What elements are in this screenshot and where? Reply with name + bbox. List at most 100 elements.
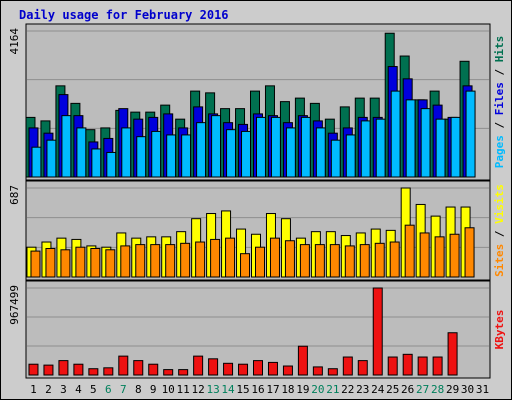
bar-pages-day-25 bbox=[390, 90, 401, 178]
legend-item-visits: Visits bbox=[493, 184, 506, 224]
bar-sites-day-9 bbox=[150, 244, 161, 278]
bar-sites-day-28 bbox=[434, 236, 445, 278]
day-label-15: 15 bbox=[236, 383, 249, 396]
legend-item-pages: Pages bbox=[493, 135, 506, 168]
bar-pages-day-28 bbox=[435, 118, 446, 178]
bar-sites-day-7 bbox=[120, 245, 131, 278]
bar-kbytes-day-11 bbox=[178, 369, 189, 376]
bar-pages-day-8 bbox=[136, 136, 147, 178]
bar-kbytes-day-6 bbox=[103, 367, 114, 376]
legend-kbytes: KBytes bbox=[493, 310, 506, 350]
bar-sites-day-2 bbox=[45, 248, 56, 278]
bar-pages-day-15 bbox=[241, 130, 252, 178]
bar-sites-day-16 bbox=[255, 246, 265, 278]
bar-sites-day-12 bbox=[195, 241, 206, 278]
bar-pages-day-18 bbox=[285, 127, 296, 178]
bar-sites-day-30 bbox=[464, 227, 475, 278]
bar-sites-day-15 bbox=[240, 253, 251, 278]
day-label-14: 14 bbox=[221, 383, 235, 396]
bar-pages-day-7 bbox=[121, 127, 132, 178]
bar-sites-day-21 bbox=[329, 244, 340, 278]
bar-kbytes-day-15 bbox=[238, 363, 249, 376]
bar-sites-day-22 bbox=[344, 245, 355, 278]
bar-sites-day-17 bbox=[269, 237, 280, 278]
day-label-31: 31 bbox=[476, 383, 489, 396]
bar-pages-day-10 bbox=[166, 134, 177, 178]
bar-pages-day-13 bbox=[211, 115, 222, 178]
bar-kbytes-day-29 bbox=[447, 332, 458, 376]
bar-pages-day-24 bbox=[375, 118, 386, 178]
bar-kbytes-day-26 bbox=[402, 353, 413, 376]
bar-kbytes-day-23 bbox=[357, 360, 368, 376]
bar-sites-day-3 bbox=[60, 249, 71, 278]
bar-pages-day-17 bbox=[270, 116, 281, 178]
day-label-13: 13 bbox=[206, 383, 219, 396]
bar-sites-day-18 bbox=[284, 240, 295, 278]
bar-kbytes-day-4 bbox=[73, 363, 84, 376]
bar-pages-day-1 bbox=[31, 146, 42, 178]
bar-kbytes-day-24 bbox=[372, 287, 383, 376]
bar-pages-day-9 bbox=[151, 130, 162, 178]
legend-separator: / bbox=[493, 62, 506, 82]
day-label-3: 3 bbox=[60, 383, 67, 396]
bar-pages-day-19 bbox=[300, 116, 311, 178]
bar-kbytes-day-28 bbox=[432, 356, 443, 376]
bar-kbytes-day-20 bbox=[312, 366, 323, 376]
bar-sites-day-11 bbox=[180, 242, 191, 278]
day-label-1: 1 bbox=[30, 383, 37, 396]
day-label-5: 5 bbox=[90, 383, 97, 396]
panel-kbytes: 967499 KBytes bbox=[8, 280, 506, 379]
bar-sites-day-13 bbox=[210, 238, 221, 278]
bar-pages-day-4 bbox=[76, 127, 87, 178]
day-label-30: 30 bbox=[461, 383, 474, 396]
bar-sites-day-24 bbox=[374, 242, 385, 278]
bar-kbytes-day-17 bbox=[267, 361, 278, 376]
legend-separator: / bbox=[493, 224, 506, 244]
bar-kbytes-day-25 bbox=[387, 356, 398, 376]
bar-pages-day-14 bbox=[226, 129, 237, 178]
legend-item-hits: Hits bbox=[493, 36, 506, 63]
day-label-27: 27 bbox=[416, 383, 429, 396]
bar-sites-day-29 bbox=[449, 233, 460, 278]
day-label-24: 24 bbox=[371, 383, 385, 396]
day-label-28: 28 bbox=[431, 383, 444, 396]
bar-sites-day-6 bbox=[105, 249, 116, 278]
bar-kbytes-day-16 bbox=[253, 360, 263, 376]
day-label-20: 20 bbox=[311, 383, 324, 396]
bar-kbytes-day-27 bbox=[417, 356, 428, 376]
bar-kbytes-day-1 bbox=[28, 363, 39, 376]
bar-pages-day-29 bbox=[450, 116, 461, 178]
y-max-label-kbytes: 967499 bbox=[8, 285, 21, 325]
bar-sites-day-20 bbox=[314, 244, 325, 278]
bar-pages-day-21 bbox=[330, 139, 341, 178]
day-label-25: 25 bbox=[386, 383, 399, 396]
legend-item-kbytes: KBytes bbox=[493, 310, 506, 350]
legend-hits: Pages / Files / Hits bbox=[493, 36, 506, 169]
bar-pages-day-6 bbox=[106, 151, 117, 178]
bar-pages-day-5 bbox=[91, 148, 102, 178]
bar-kbytes-day-21 bbox=[327, 368, 338, 376]
bar-kbytes-day-5 bbox=[88, 368, 99, 376]
bar-pages-day-20 bbox=[315, 127, 326, 178]
day-label-23: 23 bbox=[356, 383, 369, 396]
bar-kbytes-day-7 bbox=[118, 355, 129, 376]
bar-sites-day-8 bbox=[135, 244, 146, 278]
day-label-7: 7 bbox=[120, 383, 127, 396]
bar-kbytes-day-19 bbox=[297, 345, 308, 376]
day-label-4: 4 bbox=[75, 383, 82, 396]
bar-pages-day-12 bbox=[196, 122, 207, 178]
day-label-19: 19 bbox=[296, 383, 309, 396]
day-label-26: 26 bbox=[401, 383, 414, 396]
legend-visits: Sites / Visits bbox=[493, 184, 506, 277]
legend-separator: / bbox=[493, 115, 506, 135]
day-label-17: 17 bbox=[266, 383, 279, 396]
day-label-11: 11 bbox=[177, 383, 190, 396]
bar-sites-day-19 bbox=[299, 244, 310, 278]
bar-kbytes-day-18 bbox=[282, 365, 293, 376]
day-label-8: 8 bbox=[135, 383, 142, 396]
day-label-22: 22 bbox=[341, 383, 354, 396]
day-label-10: 10 bbox=[162, 383, 175, 396]
bar-pages-day-23 bbox=[360, 120, 371, 178]
legend-item-sites: Sites bbox=[493, 244, 506, 277]
